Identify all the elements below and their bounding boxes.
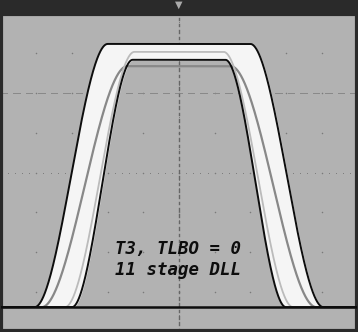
Text: ▼: ▼: [175, 0, 183, 10]
Text: T3, TLBO = 0
11 stage DLL: T3, TLBO = 0 11 stage DLL: [115, 240, 241, 279]
